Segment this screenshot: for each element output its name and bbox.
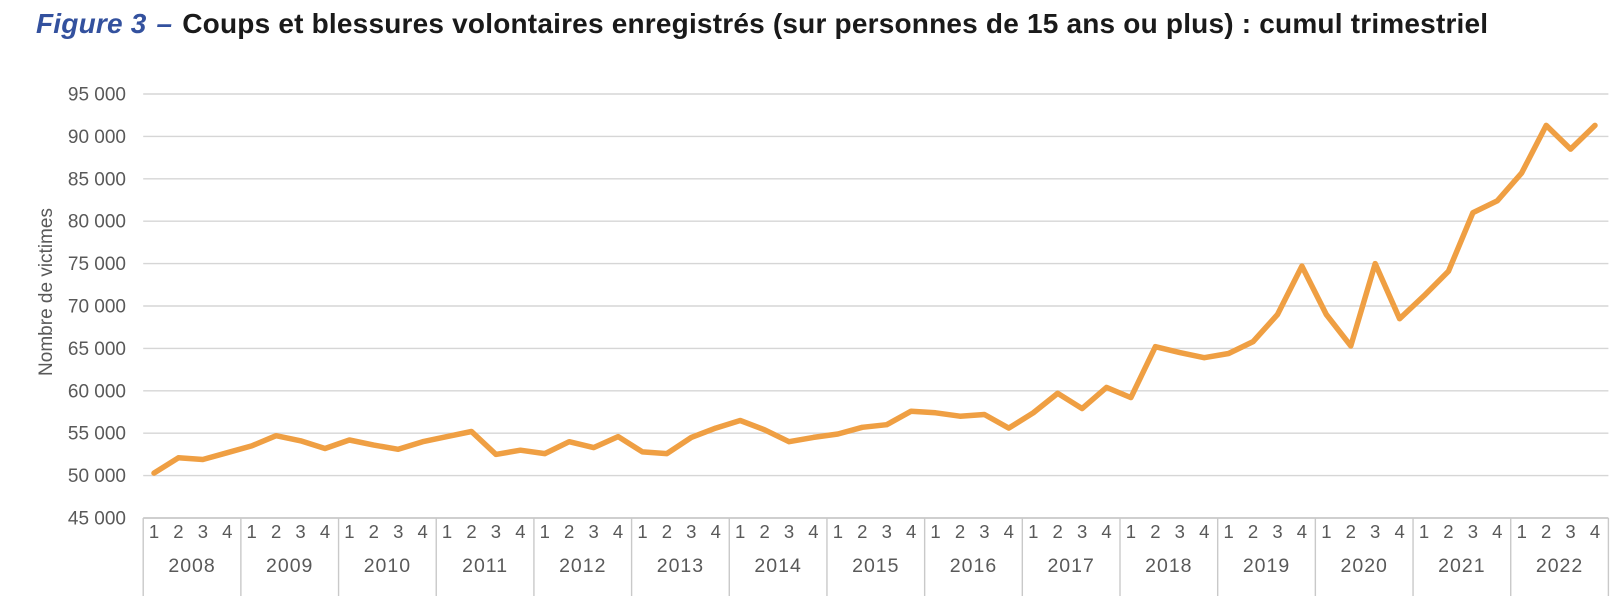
year-label: 2014	[754, 555, 801, 577]
quarter-tick-label: 2	[466, 521, 476, 542]
y-tick-label: 95 000	[68, 85, 126, 106]
quarter-tick-label: 4	[1590, 521, 1600, 542]
quarter-tick-label: 3	[198, 521, 208, 542]
quarter-tick-label: 1	[930, 521, 940, 542]
quarter-tick-label: 1	[1419, 521, 1429, 542]
quarter-tick-label: 4	[906, 521, 916, 542]
y-tick-label: 85 000	[68, 169, 126, 190]
quarter-tick-label: 2	[1443, 521, 1453, 542]
y-tick-label: 90 000	[68, 127, 126, 148]
y-tick-label: 45 000	[68, 509, 126, 530]
quarter-tick-label: 4	[613, 521, 623, 542]
quarter-tick-label: 1	[344, 521, 354, 542]
data-line	[151, 122, 1598, 476]
quarter-tick-label: 1	[247, 521, 257, 542]
y-tick-label: 70 000	[68, 297, 126, 318]
quarter-tick-label: 4	[1492, 521, 1502, 542]
quarter-tick-label: 4	[1199, 521, 1209, 542]
quarter-tick-label: 2	[857, 521, 867, 542]
quarter-tick-label: 3	[1175, 521, 1185, 542]
quarter-tick-label: 2	[173, 521, 183, 542]
quarter-tick-label: 3	[784, 521, 794, 542]
y-axis-title: Nombre de victimes	[36, 208, 57, 376]
quarter-tick-label: 4	[711, 521, 721, 542]
quarter-tick-label: 3	[1272, 521, 1282, 542]
quarter-tick-label: 2	[955, 521, 965, 542]
y-tick-label: 55 000	[68, 424, 126, 445]
quarter-tick-label: 2	[564, 521, 574, 542]
year-label: 2016	[950, 555, 997, 577]
figure-title: Figure 3 – Coups et blessures volontaire…	[36, 8, 1488, 40]
quarter-tick-label: 2	[1053, 521, 1063, 542]
quarter-tick-label: 2	[369, 521, 379, 542]
quarter-tick-label: 1	[1321, 521, 1331, 542]
quarter-tick-label: 3	[1077, 521, 1087, 542]
year-label: 2010	[364, 555, 411, 577]
year-label: 2015	[852, 555, 899, 577]
year-label: 2009	[266, 555, 313, 577]
year-label: 2013	[657, 555, 704, 577]
quarter-tick-label: 2	[1346, 521, 1356, 542]
quarter-tick-label: 4	[222, 521, 232, 542]
quarter-tick-label: 1	[540, 521, 550, 542]
quarter-tick-label: 3	[393, 521, 403, 542]
quarter-tick-label: 4	[320, 521, 330, 542]
y-tick-label: 60 000	[68, 381, 126, 402]
year-label: 2008	[168, 555, 215, 577]
year-label: 2020	[1341, 555, 1388, 577]
quarter-tick-label: 4	[515, 521, 525, 542]
year-label: 2011	[462, 555, 508, 577]
quarter-tick-label: 1	[1126, 521, 1136, 542]
quarter-tick-label: 2	[271, 521, 281, 542]
year-label: 2019	[1243, 555, 1290, 577]
quarter-tick-label: 2	[662, 521, 672, 542]
y-tick-label: 65 000	[68, 339, 126, 360]
quarter-tick-label: 3	[588, 521, 598, 542]
quarter-tick-label: 4	[1101, 521, 1111, 542]
quarter-tick-label: 2	[1541, 521, 1551, 542]
year-label: 2018	[1145, 555, 1192, 577]
year-label: 2017	[1047, 555, 1094, 577]
title-text: Coups et blessures volontaires enregistr…	[182, 8, 1489, 39]
quarter-tick-label: 4	[418, 521, 428, 542]
quarter-tick-label: 1	[1517, 521, 1527, 542]
year-label: 2022	[1536, 555, 1583, 577]
quarter-tick-label: 4	[808, 521, 818, 542]
quarter-tick-label: 4	[1394, 521, 1404, 542]
quarter-tick-label: 1	[1223, 521, 1233, 542]
quarter-tick-label: 3	[295, 521, 305, 542]
quarter-tick-label: 3	[491, 521, 501, 542]
quarter-tick-label: 2	[759, 521, 769, 542]
quarter-tick-label: 2	[1248, 521, 1258, 542]
quarter-tick-label: 4	[1004, 521, 1014, 542]
quarter-tick-label: 1	[735, 521, 745, 542]
figure-label: Figure 3	[36, 8, 147, 39]
quarter-tick-label: 1	[149, 521, 159, 542]
quarter-tick-label: 4	[1297, 521, 1307, 542]
quarter-tick-label: 3	[686, 521, 696, 542]
quarter-tick-label: 3	[1565, 521, 1575, 542]
quarter-tick-label: 3	[882, 521, 892, 542]
quarter-tick-label: 3	[979, 521, 989, 542]
year-label: 2021	[1438, 555, 1485, 577]
quarter-tick-label: 1	[833, 521, 843, 542]
year-label: 2012	[559, 555, 606, 577]
quarter-tick-label: 2	[1150, 521, 1160, 542]
quarter-tick-label: 1	[637, 521, 647, 542]
quarter-tick-label: 1	[1028, 521, 1038, 542]
line-chart: 45 000 50 000 55 000 60 000 65 000 70 000 75 0…	[36, 85, 1610, 596]
y-tick-label: 50 000	[68, 466, 126, 487]
title-dash: –	[156, 8, 173, 39]
quarter-tick-label: 3	[1370, 521, 1380, 542]
quarter-tick-label: 3	[1468, 521, 1478, 542]
y-tick-label: 75 000	[68, 254, 126, 275]
quarter-tick-label: 1	[442, 521, 452, 542]
y-tick-label: 80 000	[68, 212, 126, 233]
